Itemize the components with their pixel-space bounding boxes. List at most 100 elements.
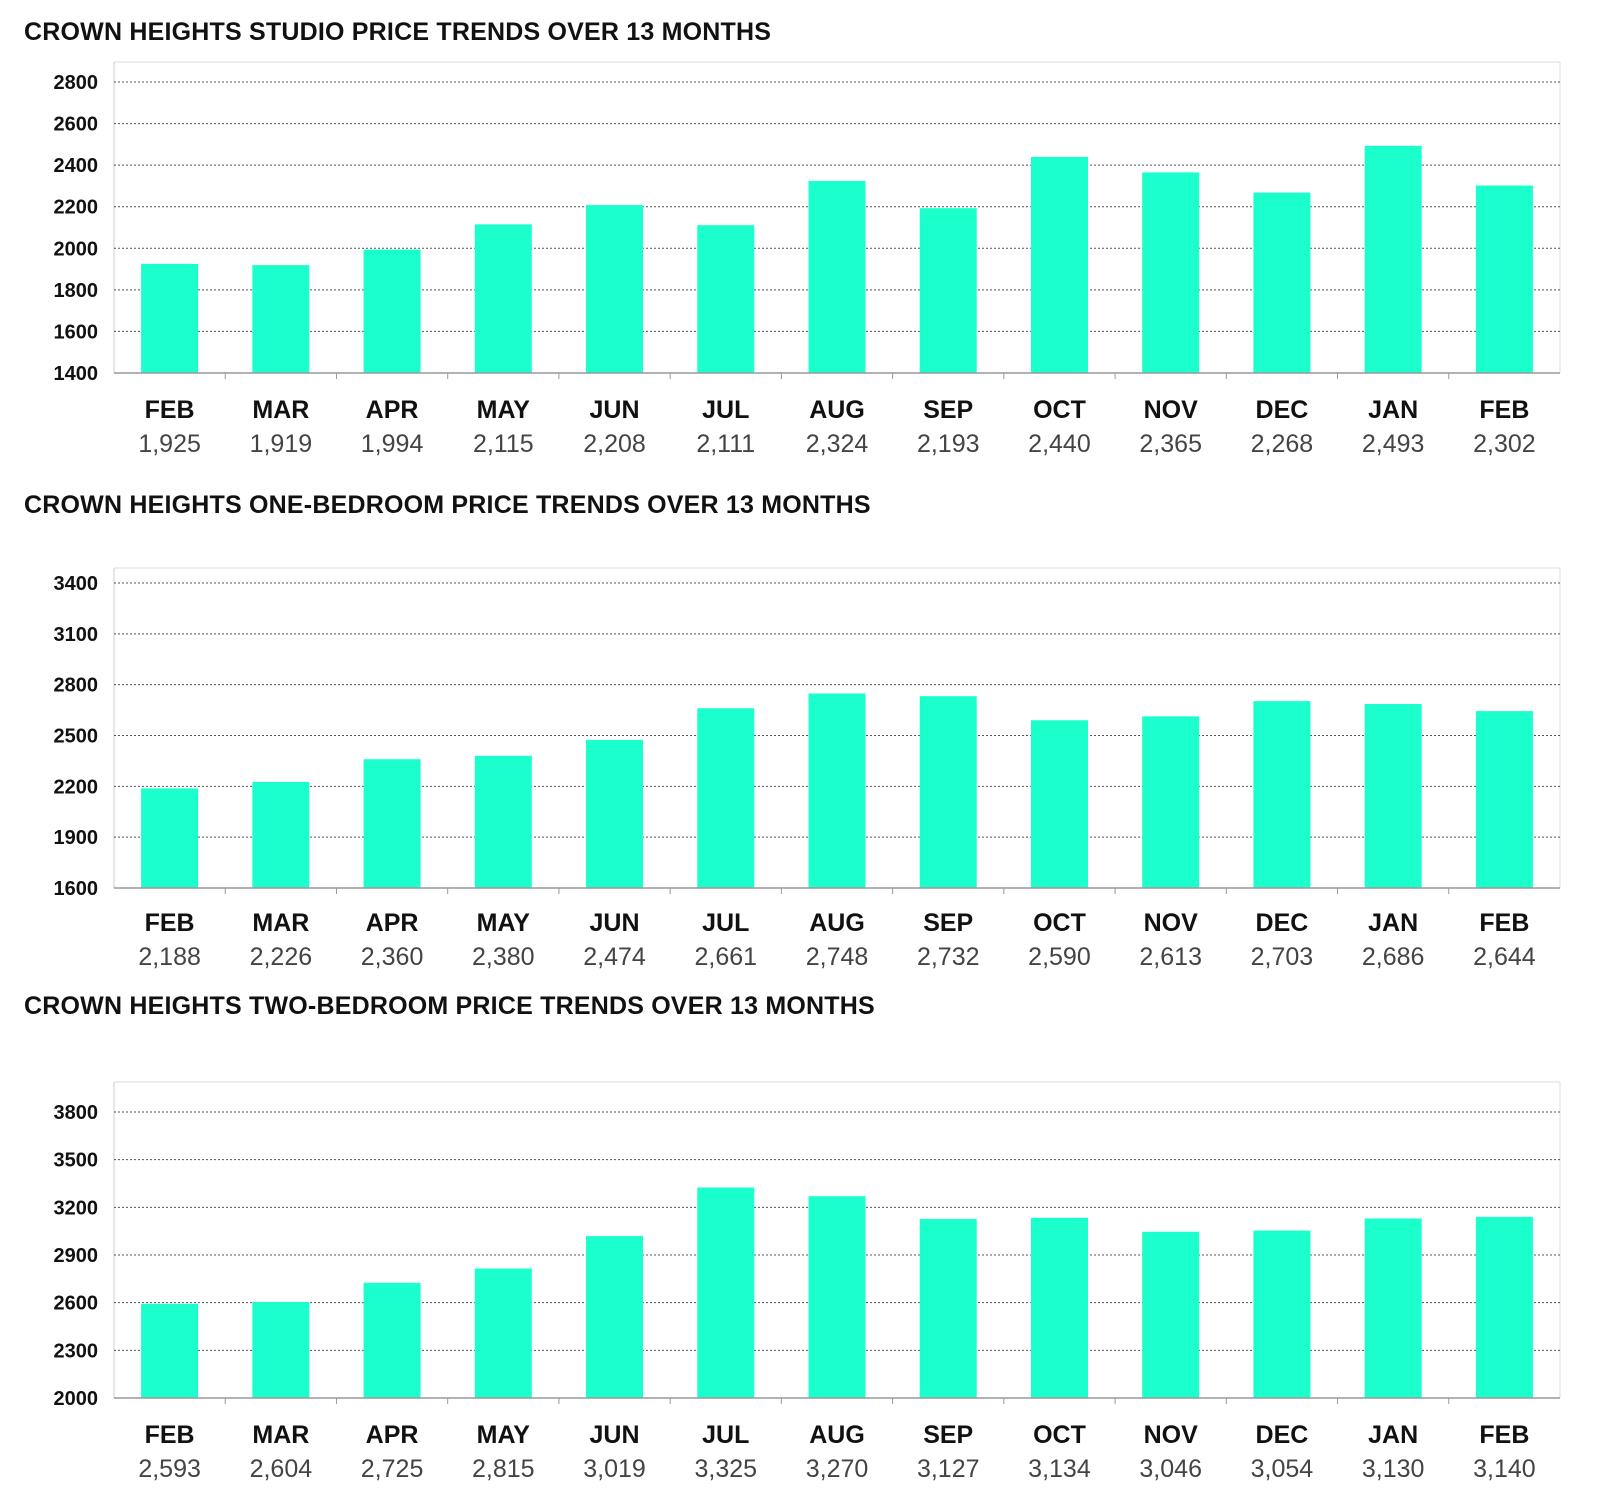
bar-value-label: 2,111 xyxy=(696,430,755,458)
x-category-label: JUN xyxy=(590,396,640,424)
bar-feb xyxy=(1475,185,1533,373)
y-tick-label: 1600 xyxy=(54,878,99,900)
bar-may xyxy=(474,755,532,888)
x-category-label: FEB xyxy=(1479,909,1529,937)
x-category-label: SEP xyxy=(923,1421,973,1449)
x-category-label: MAY xyxy=(477,396,531,424)
x-category-label: JAN xyxy=(1368,396,1418,424)
y-tick-label: 2900 xyxy=(54,1245,99,1267)
chart-title-one-bedroom: CROWN HEIGHTS ONE-BEDROOM PRICE TRENDS O… xyxy=(24,491,871,519)
bar-value-label: 3,134 xyxy=(1028,1455,1091,1483)
bar-jan xyxy=(1364,1218,1422,1398)
bar-value-label: 2,324 xyxy=(806,430,869,458)
y-tick-label: 2400 xyxy=(54,155,99,177)
bar-dec xyxy=(1253,192,1311,373)
bar-may xyxy=(474,1268,532,1398)
x-category-label: FEB xyxy=(1479,1421,1529,1449)
bar-jan xyxy=(1364,703,1422,888)
x-category-label: APR xyxy=(366,1421,419,1449)
bar-value-label: 2,360 xyxy=(361,943,424,971)
bar-value-label: 2,302 xyxy=(1473,430,1536,458)
x-category-label: FEB xyxy=(145,909,195,937)
chart-title-studio: CROWN HEIGHTS STUDIO PRICE TRENDS OVER 1… xyxy=(24,18,772,46)
bar-value-label: 3,140 xyxy=(1473,1455,1536,1483)
bar-value-label: 2,193 xyxy=(917,430,980,458)
bar-value-label: 2,815 xyxy=(472,1455,535,1483)
bar-nov xyxy=(1142,1231,1200,1398)
bar-value-label: 2,226 xyxy=(250,943,313,971)
x-category-label: APR xyxy=(366,909,419,937)
bar-value-label: 2,365 xyxy=(1139,430,1202,458)
x-category-label: JAN xyxy=(1368,1421,1418,1449)
bar-aug xyxy=(808,180,866,373)
bar-value-label: 2,604 xyxy=(250,1455,313,1483)
bar-feb xyxy=(1475,711,1533,888)
bar-apr xyxy=(363,249,421,373)
bar-value-label: 2,661 xyxy=(694,943,757,971)
bar-jun xyxy=(586,739,644,888)
bar-apr xyxy=(363,759,421,888)
bar-value-label: 2,748 xyxy=(806,943,869,971)
x-category-label: FEB xyxy=(1479,396,1529,424)
bar-value-label: 3,054 xyxy=(1251,1455,1314,1483)
bar-oct xyxy=(1030,1217,1088,1398)
x-category-label: JUL xyxy=(702,396,749,424)
bar-jul xyxy=(697,225,755,373)
x-category-label: AUG xyxy=(809,396,865,424)
y-tick-label: 3800 xyxy=(54,1102,99,1124)
bar-apr xyxy=(363,1282,421,1398)
bar-value-label: 2,115 xyxy=(473,430,534,458)
bar-value-label: 2,593 xyxy=(138,1455,201,1483)
y-tick-label: 2300 xyxy=(54,1340,99,1362)
x-category-label: JUN xyxy=(590,909,640,937)
bar-value-label: 2,703 xyxy=(1251,943,1314,971)
bar-sep xyxy=(919,208,977,373)
bar-aug xyxy=(808,693,866,888)
bar-sep xyxy=(919,696,977,888)
bar-oct xyxy=(1030,156,1088,373)
y-tick-label: 1400 xyxy=(54,363,99,385)
x-category-label: NOV xyxy=(1144,1421,1199,1449)
bar-feb xyxy=(141,788,199,888)
bar-mar xyxy=(252,1302,310,1398)
x-category-label: JUL xyxy=(702,1421,749,1449)
x-category-label: MAY xyxy=(477,909,531,937)
y-tick-label: 3500 xyxy=(54,1150,99,1172)
bar-value-label: 2,208 xyxy=(583,430,646,458)
bar-value-label: 2,380 xyxy=(472,943,535,971)
bar-mar xyxy=(252,781,310,888)
y-tick-label: 2500 xyxy=(54,726,99,748)
bar-value-label: 3,325 xyxy=(694,1455,757,1483)
bar-jun xyxy=(586,1236,644,1398)
x-category-label: MAR xyxy=(252,396,309,424)
bar-jan xyxy=(1364,145,1422,373)
bar-jul xyxy=(697,1187,755,1398)
x-category-label: FEB xyxy=(145,396,195,424)
x-category-label: NOV xyxy=(1144,396,1199,424)
bar-value-label: 3,019 xyxy=(583,1455,646,1483)
y-tick-label: 2800 xyxy=(54,72,99,94)
y-tick-label: 1800 xyxy=(54,280,99,302)
bar-value-label: 1,994 xyxy=(361,430,424,458)
y-tick-label: 3100 xyxy=(54,624,99,646)
bar-jun xyxy=(586,205,644,373)
x-category-label: DEC xyxy=(1256,396,1309,424)
bar-jul xyxy=(697,708,755,888)
x-category-label: MAY xyxy=(477,1421,531,1449)
bar-dec xyxy=(1253,701,1311,888)
y-tick-label: 2800 xyxy=(54,675,99,697)
y-tick-label: 1600 xyxy=(54,321,99,343)
bar-sep xyxy=(919,1218,977,1398)
bar-value-label: 2,686 xyxy=(1362,943,1425,971)
bar-feb xyxy=(1475,1216,1533,1398)
bar-value-label: 2,188 xyxy=(138,943,201,971)
y-tick-label: 3200 xyxy=(54,1197,99,1219)
bar-may xyxy=(474,224,532,373)
bar-feb xyxy=(141,263,199,373)
bar-value-label: 2,644 xyxy=(1473,943,1536,971)
x-category-label: APR xyxy=(366,396,419,424)
bar-feb xyxy=(141,1303,199,1398)
